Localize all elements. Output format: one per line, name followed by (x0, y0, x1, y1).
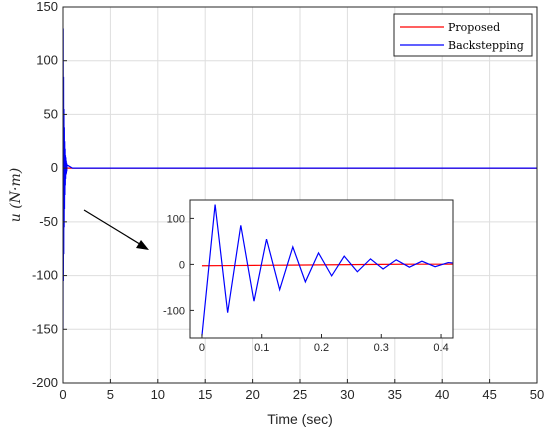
y-tick-label: 0 (51, 160, 58, 175)
y-tick-label: 100 (167, 213, 185, 225)
x-tick-label: 10 (151, 387, 165, 402)
x-tick-label: 0.2 (314, 342, 329, 354)
x-tick-label: 0.4 (433, 342, 448, 354)
legend-label-proposed: Proposed (448, 21, 500, 34)
inset-y-ticks: -100 0 100 (163, 213, 194, 317)
x-tick-label: 35 (388, 387, 402, 402)
y-tick-label: -50 (39, 214, 58, 229)
x-tick-label: 0.3 (374, 342, 389, 354)
inset-series (201, 204, 453, 336)
main-y-ticks: -200 -150 -100 -50 0 50 100 150 (32, 0, 67, 390)
x-tick-label: 15 (198, 387, 212, 402)
legend-box (393, 13, 533, 57)
inset-chart: 0 0.1 0.2 0.3 0.4 -100 0 100 (163, 199, 454, 354)
y-tick-label: -100 (32, 268, 58, 283)
y-tick-label: 0 (179, 259, 185, 271)
arrow-head (136, 240, 149, 250)
x-tick-label: 0 (199, 342, 205, 354)
series-line-backstepping (63, 28, 537, 330)
y-tick-label: -150 (32, 321, 58, 336)
legend: Proposed Backstepping (393, 13, 533, 57)
series-line-proposed (201, 263, 453, 267)
y-tick-label: -200 (32, 375, 58, 390)
x-tick-label: 0.1 (254, 342, 269, 354)
y-axis-label: u (N·m) (8, 168, 24, 222)
y-tick-label: 150 (36, 0, 58, 14)
x-tick-label: 0 (59, 387, 66, 402)
pointer-arrow (83, 209, 149, 250)
x-tick-label: 20 (245, 387, 259, 402)
y-tick-label: 100 (36, 53, 58, 68)
x-tick-label: 25 (293, 387, 307, 402)
y-tick-label: -100 (163, 305, 185, 317)
x-tick-label: 50 (530, 387, 544, 402)
y-tick-label: 50 (44, 106, 58, 121)
x-tick-label: 5 (107, 387, 114, 402)
main-series (63, 28, 537, 330)
main-x-ticks: 0 5 10 15 20 25 30 35 40 45 50 (59, 379, 544, 402)
legend-label-backstepping: Backstepping (448, 39, 524, 52)
x-tick-label: 40 (435, 387, 449, 402)
inset-x-ticks: 0 0.1 0.2 0.3 0.4 (199, 334, 449, 354)
series-line-backstepping (201, 204, 453, 336)
x-tick-label: 30 (340, 387, 354, 402)
x-axis-label: Time (sec) (267, 411, 333, 427)
x-tick-label: 45 (482, 387, 496, 402)
arrow-line (83, 209, 144, 247)
inset-background (190, 200, 453, 338)
